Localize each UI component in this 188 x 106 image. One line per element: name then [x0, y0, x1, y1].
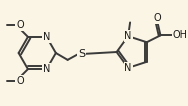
- Text: S: S: [78, 49, 85, 59]
- Text: O: O: [154, 13, 161, 23]
- Text: O: O: [16, 20, 24, 30]
- Text: O: O: [16, 76, 24, 86]
- Text: N: N: [124, 63, 132, 73]
- Text: OH: OH: [173, 30, 188, 40]
- Text: N: N: [43, 32, 50, 42]
- Text: N: N: [124, 31, 132, 41]
- Text: N: N: [43, 64, 50, 74]
